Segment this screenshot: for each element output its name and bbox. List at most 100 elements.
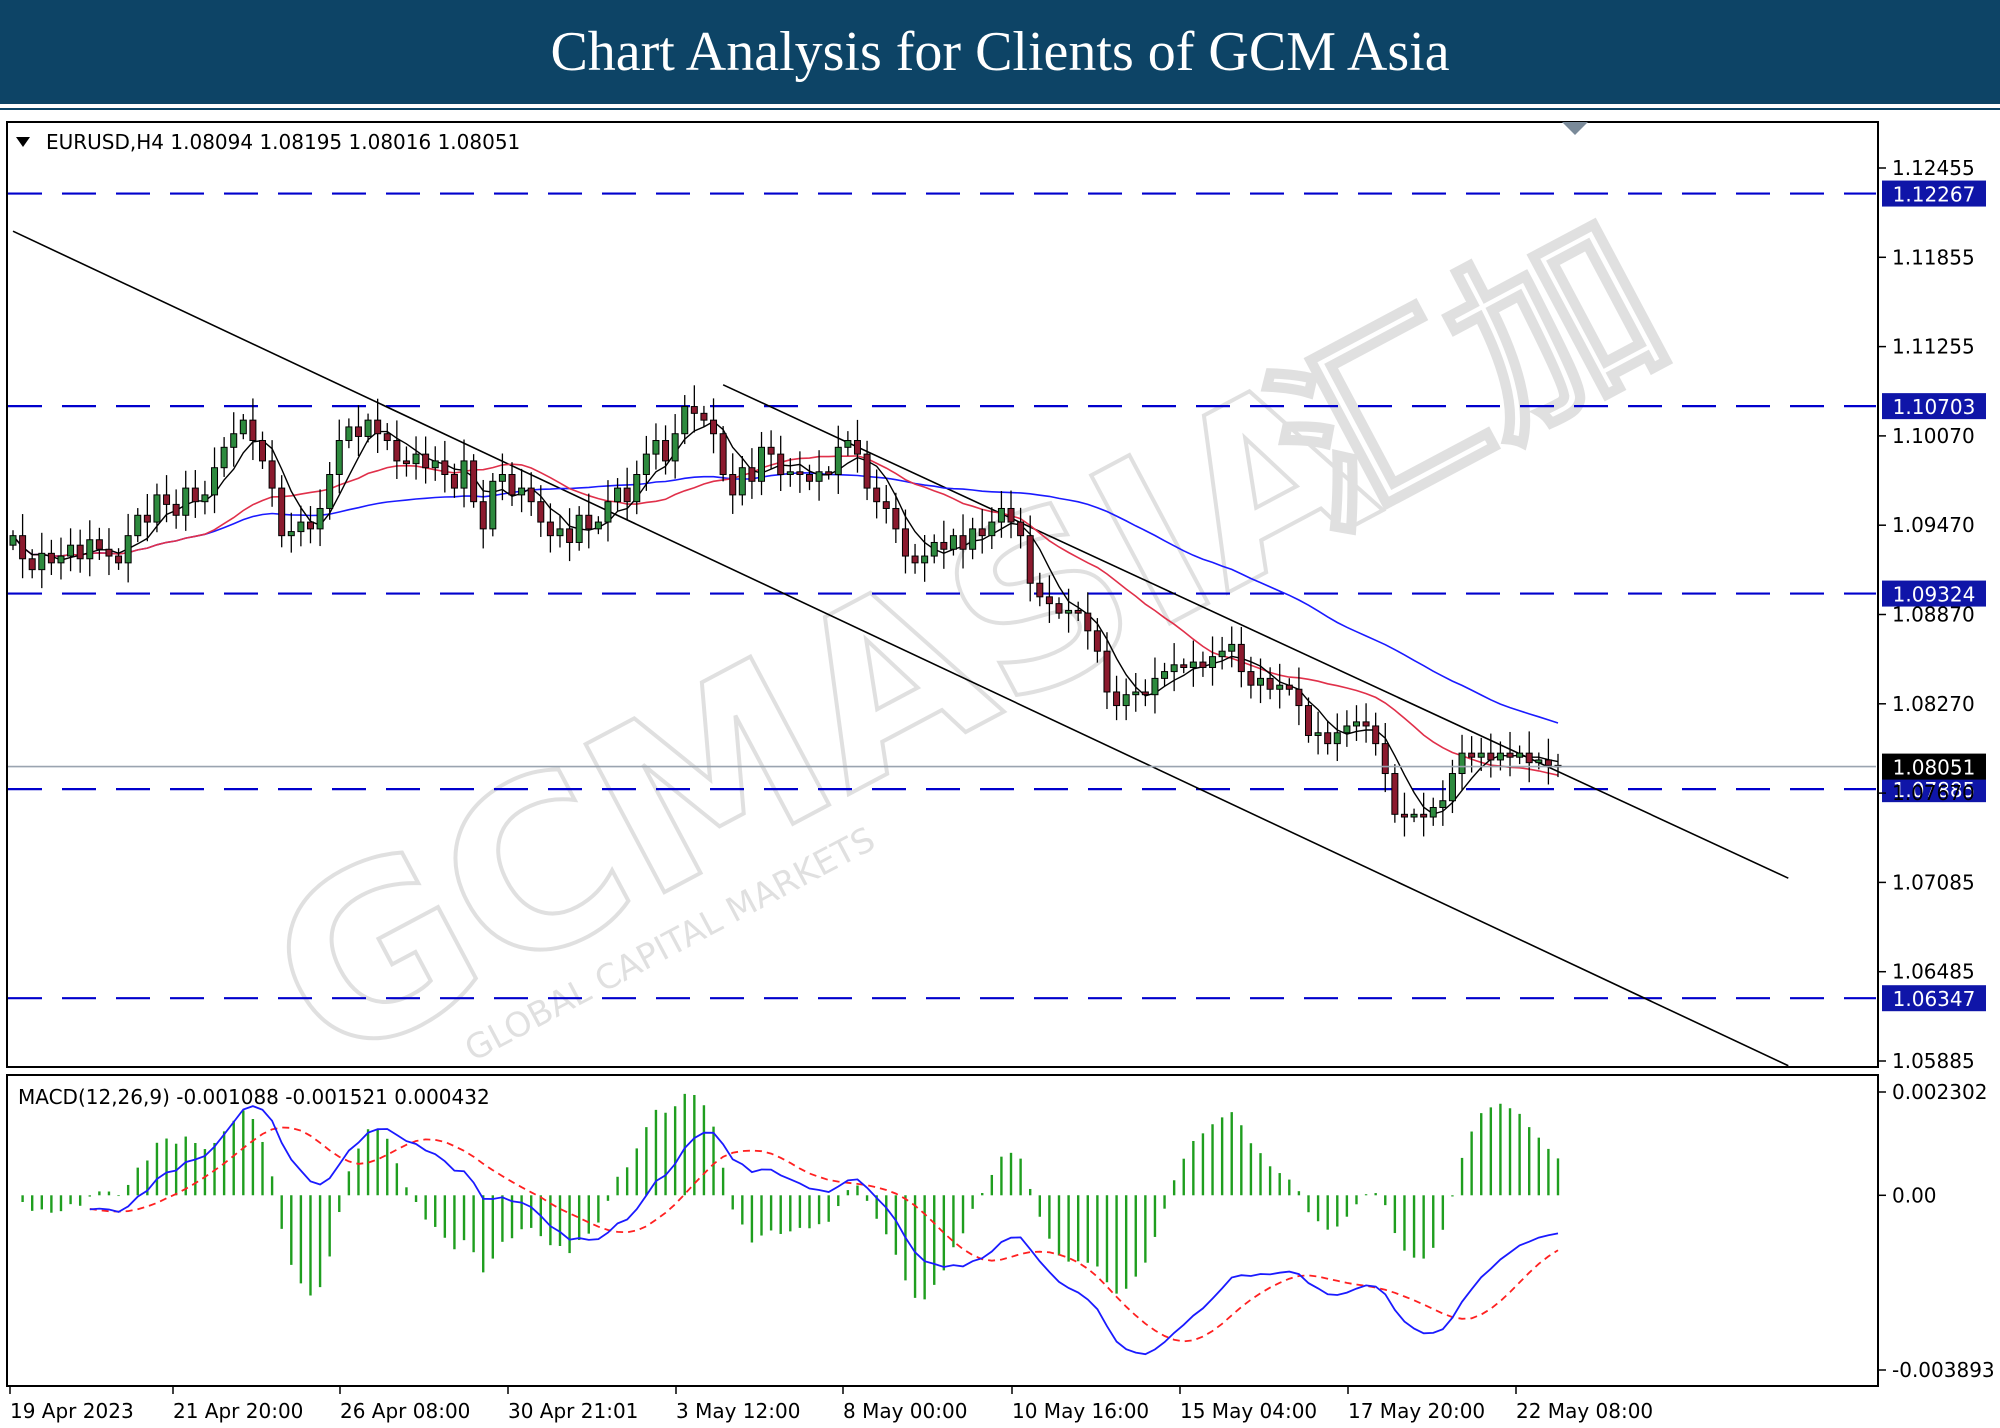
bull-candle [834, 446, 842, 476]
bear-candle [1007, 507, 1015, 523]
shift-marker-icon[interactable] [1562, 122, 1588, 135]
bear-candle [1544, 759, 1552, 766]
bull-candle [1314, 732, 1322, 736]
macd-tick-label: 0.00 [1892, 1183, 1937, 1207]
bear-candle [911, 555, 919, 564]
bear-candle [901, 528, 909, 557]
current-price-line: 1.08051 [8, 753, 1986, 780]
bear-candle [623, 487, 631, 503]
bull-candle [134, 514, 142, 537]
bull-candle [633, 474, 641, 503]
bull-candle [211, 467, 219, 496]
y-tick-label: 1.07670 [1892, 781, 1975, 805]
bear-candle [719, 433, 727, 476]
bear-candle [700, 412, 708, 421]
bear-candle [1093, 630, 1101, 652]
level-label: 1.09324 [1893, 583, 1976, 607]
bull-candle [326, 474, 334, 509]
bull-candle [220, 446, 228, 469]
bull-candle [1429, 807, 1437, 818]
bear-candle [1391, 773, 1399, 815]
banner-divider [0, 104, 2000, 110]
bear-candle [1074, 609, 1082, 614]
bull-candle [1132, 691, 1140, 696]
bull-candle [431, 460, 439, 469]
bull-candle [1228, 643, 1236, 652]
bull-candle [1352, 721, 1360, 727]
bear-candle [1026, 535, 1034, 584]
x-tick-label: 8 May 00:00 [843, 1399, 967, 1423]
bull-candle [1448, 773, 1456, 802]
x-tick-label: 15 May 04:00 [1180, 1399, 1317, 1423]
bull-candle [671, 433, 679, 462]
bear-candle [1295, 688, 1303, 707]
bear-candle [1285, 684, 1293, 690]
bear-candle [402, 460, 410, 465]
dropdown-arrow-icon[interactable] [16, 137, 30, 147]
bull-candle [1410, 813, 1418, 818]
bull-candle [930, 541, 938, 557]
price-label: 1.08051 [1893, 756, 1976, 780]
bear-candle [748, 467, 756, 482]
bear-candle [1487, 752, 1495, 761]
level-label-box [1882, 580, 1986, 607]
bull-candle [1458, 752, 1466, 775]
bear-candle [662, 440, 670, 462]
y-tick-label: 1.12455 [1892, 156, 1975, 180]
bear-candle [268, 460, 276, 489]
macd-line [89, 1105, 1559, 1356]
bull-candle [1122, 694, 1130, 707]
level-label-box [1882, 180, 1986, 207]
bear-candle [1084, 612, 1092, 632]
y-tick-label: 1.05885 [1892, 1049, 1975, 1073]
bear-candle [690, 406, 698, 414]
bear-candle [1036, 582, 1044, 598]
time-axis: 19 Apr 2023 21 Apr 20:00 26 Apr 08:00 30 Ap… [9, 1386, 1653, 1423]
bull-candle [239, 419, 247, 435]
bear-candle [47, 552, 55, 564]
bull-candle [1333, 732, 1341, 745]
x-tick-label: 10 May 16:00 [1012, 1399, 1149, 1423]
bull-candle [815, 471, 823, 482]
bear-candle [422, 453, 430, 469]
bear-candle [28, 558, 36, 571]
x-tick-label: 17 May 20:00 [1348, 1399, 1485, 1423]
bull-candle [642, 453, 650, 476]
x-tick-label: 22 May 08:00 [1516, 1399, 1653, 1423]
bull-candle [1257, 677, 1265, 686]
bear-candle [546, 521, 554, 537]
bull-candle [786, 471, 794, 476]
bear-candle [278, 487, 286, 537]
price-pane-header: EURUSD,H4 1.08094 1.08195 1.08016 1.0805… [46, 130, 520, 154]
bull-candle [652, 440, 660, 455]
x-tick-label: 30 Apr 21:01 [508, 1399, 638, 1423]
bear-candle [393, 440, 401, 462]
bear-candle [1324, 732, 1332, 745]
bull-candle [969, 528, 977, 550]
bull-candle [1496, 752, 1504, 761]
bear-candle [566, 528, 574, 543]
bull-candle [316, 507, 324, 530]
bear-candle [1304, 705, 1312, 736]
bull-candle [844, 440, 852, 448]
bear-candle [1362, 721, 1370, 727]
bear-candle [249, 419, 257, 442]
bear-candle [172, 503, 180, 516]
bull-candle [594, 521, 602, 530]
bull-candle [1343, 725, 1351, 734]
bull-candle [345, 426, 353, 442]
bull-candle [988, 521, 996, 537]
bull-candle [1516, 752, 1524, 758]
bear-candle [1141, 691, 1149, 696]
macd-tick-label: 0.002302 [1892, 1080, 1987, 1104]
bear-candle [354, 426, 362, 437]
bear-candle [892, 507, 900, 530]
bull-candle [124, 535, 132, 564]
bear-candle [710, 419, 718, 435]
y-tick-label: 1.11255 [1892, 335, 1975, 359]
bear-candle [191, 487, 199, 503]
bear-candle [805, 474, 813, 482]
bull-candle [1161, 671, 1169, 679]
bear-candle [1381, 743, 1389, 775]
